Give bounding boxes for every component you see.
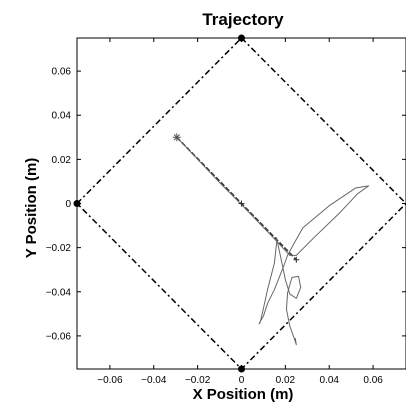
- y-axis-label: Y Position (m): [23, 158, 40, 259]
- plus-marker: [238, 200, 245, 207]
- vertex-marker: [238, 34, 245, 42]
- x-axis-label: X Position (m): [193, 386, 294, 403]
- y-tick-label: 0.02: [52, 155, 72, 166]
- x-tick-label: −0.02: [185, 375, 211, 386]
- boundary-series: [77, 38, 406, 369]
- x-tick-label: 0.04: [319, 375, 339, 386]
- x-tick-label: 0.02: [276, 375, 296, 386]
- chart-title: Trajectory: [202, 10, 284, 29]
- y-tick-label: 0.04: [52, 111, 72, 122]
- x-tick-label: 0.06: [363, 375, 383, 386]
- y-tick-label: −0.04: [46, 287, 72, 298]
- trajectory-series: [176, 136, 370, 346]
- y-tick-label: −0.06: [46, 331, 72, 342]
- vertex-marker: [238, 365, 245, 373]
- axis-ticks: −0.06 −0.04 −0.02 0 0.02 0.04 0.06 −0.06 −0.04 −0…: [46, 38, 406, 386]
- vertex-marker: [73, 200, 81, 207]
- x-tick-label: −0.06: [97, 375, 123, 386]
- x-tick-label: 0: [239, 375, 245, 386]
- y-tick-label: −0.02: [46, 243, 72, 254]
- plus-marker: [293, 256, 300, 263]
- y-tick-label: 0: [65, 199, 71, 210]
- start-star-marker: [172, 133, 181, 142]
- y-tick-label: 0.06: [52, 67, 72, 78]
- x-tick-label: −0.04: [141, 375, 167, 386]
- markers: [73, 34, 300, 373]
